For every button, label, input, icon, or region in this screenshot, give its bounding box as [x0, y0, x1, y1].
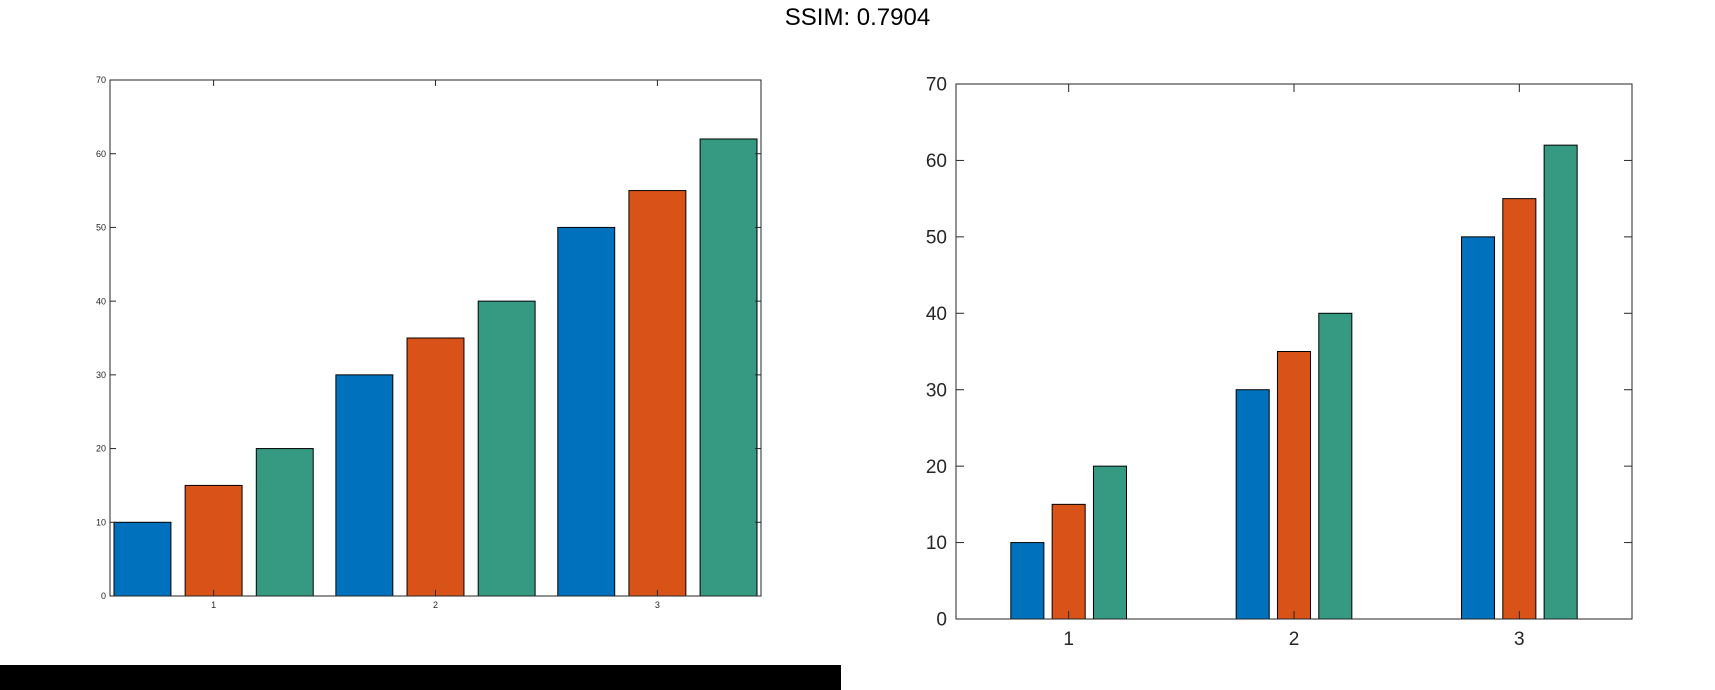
- y-tick-label: 10: [926, 533, 947, 554]
- bar-c2-s1-cat1: [1010, 542, 1045, 620]
- y-tick-label: 40: [96, 296, 106, 306]
- y-tick-label: 70: [926, 75, 947, 96]
- x-tick-label: 2: [1289, 629, 1300, 650]
- y-tick-label: 60: [926, 151, 947, 172]
- bar-c2-s1-cat3: [1460, 236, 1496, 620]
- bar-c2-s3-cat2: [1318, 312, 1353, 620]
- page-title: SSIM: 0.7904: [784, 4, 931, 31]
- y-tick-label: 30: [926, 380, 947, 401]
- y-tick-label: 20: [96, 444, 106, 454]
- bar-c2-s3-cat1: [1092, 465, 1128, 620]
- y-tick-label: 10: [96, 517, 106, 527]
- y-tick-label: 50: [926, 228, 947, 249]
- x-tick-label: 3: [1514, 629, 1525, 650]
- bottom-black-bar: [0, 665, 841, 690]
- y-tick-label: 20: [926, 457, 947, 478]
- x-tick-label: 1: [211, 600, 216, 610]
- y-tick-label: 70: [96, 75, 106, 85]
- bar-c1-s1-cat2: [335, 374, 394, 597]
- bar-c1-s2-cat3: [628, 190, 687, 597]
- x-tick-label: 1: [1063, 629, 1074, 650]
- bar-c1-s1-cat1: [113, 521, 172, 597]
- y-tick-label: 0: [936, 610, 947, 631]
- y-tick-label: 30: [96, 370, 106, 380]
- bar-c1-s3-cat1: [255, 448, 314, 597]
- y-tick-label: 40: [926, 304, 947, 325]
- y-tick-label: 0: [101, 591, 106, 601]
- bar-c2-s2-cat2: [1276, 351, 1312, 620]
- x-tick-label: 3: [655, 600, 660, 610]
- bar-c1-s3-cat2: [477, 300, 536, 597]
- bar-c2-s1-cat2: [1235, 389, 1270, 620]
- bar-c1-s3-cat3: [699, 138, 758, 597]
- x-tick-label: 2: [433, 600, 438, 610]
- bar-c2-s2-cat1: [1051, 503, 1086, 620]
- y-tick-label: 60: [96, 149, 106, 159]
- y-tick-label: 50: [96, 223, 106, 233]
- bar-c2-s3-cat3: [1543, 144, 1578, 620]
- bar-c1-s1-cat3: [557, 226, 616, 597]
- bar-c2-s2-cat3: [1502, 198, 1537, 620]
